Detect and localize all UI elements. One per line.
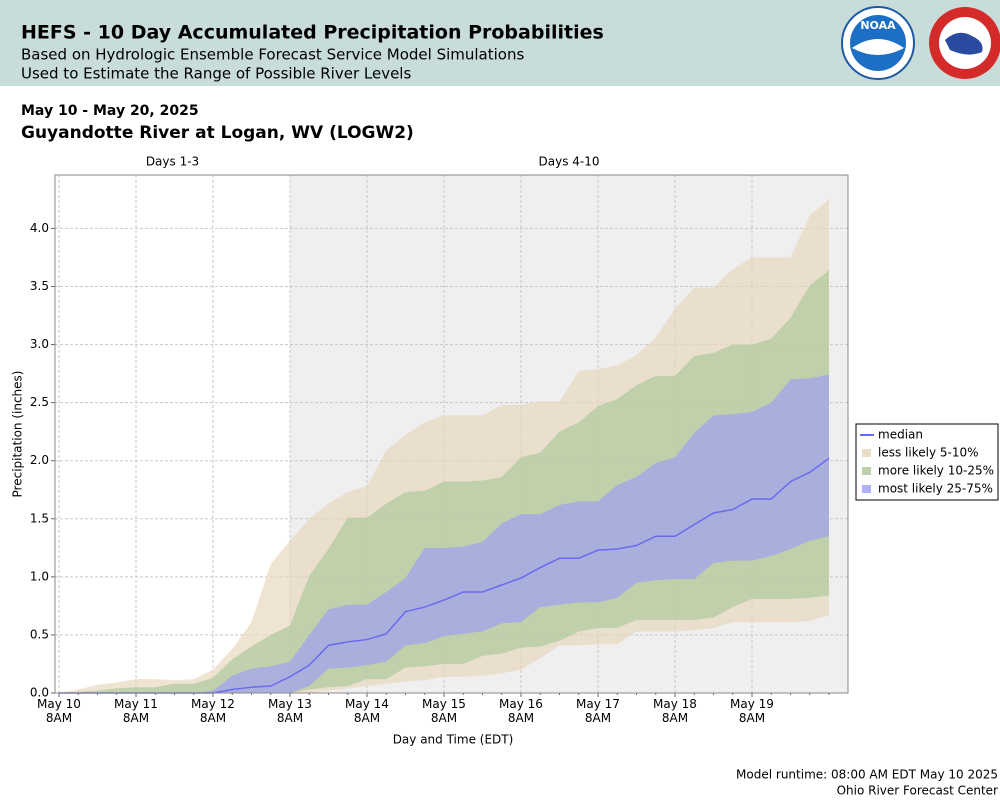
y-tick-label: 2.5: [30, 395, 49, 409]
legend-swatch: [862, 449, 871, 457]
footer-text: Model runtime: 08:00 AM EDT May 10 2025: [736, 768, 998, 782]
legend-label: less likely 5-10%: [878, 446, 979, 460]
noaa-logo: NOAA: [841, 6, 915, 80]
y-tick-label: 4.0: [30, 221, 49, 235]
logo-text: NOAA: [860, 19, 896, 32]
header-bg: [0, 0, 1000, 86]
legend-label: more likely 10-25%: [878, 464, 994, 478]
legend-swatch: [862, 467, 871, 475]
x-tick-label: May 19 8AM: [730, 697, 774, 725]
chart-subtitle: Guyandotte River at Logan, WV (LOGW2): [21, 123, 414, 143]
band: [59, 270, 829, 693]
legend-box: [855, 423, 999, 501]
y-tick-label: 3.0: [30, 337, 49, 351]
x-tick-label: May 15 8AM: [422, 697, 466, 725]
y-tick-label: 2.0: [30, 453, 49, 467]
x-axis-label: Day and Time (EDT): [393, 733, 514, 747]
x-tick-label: May 10 8AM: [37, 697, 81, 725]
nws-logo: [929, 7, 1000, 79]
page-subtitle: Used to Estimate the Range of Possible R…: [21, 65, 411, 83]
x-tick-label: May 11 8AM: [114, 697, 158, 725]
chart-title: May 10 - May 20, 2025: [21, 103, 199, 119]
x-tick-label: May 18 8AM: [653, 697, 697, 725]
page-subtitle: Based on Hydrologic Ensemble Forecast Se…: [21, 46, 524, 64]
legend-label: most likely 25-75%: [878, 482, 993, 496]
y-tick-label: 1.0: [30, 569, 49, 583]
y-tick-label: 0.5: [30, 627, 49, 641]
band: [59, 374, 829, 693]
page-title: HEFS - 10 Day Accumulated Precipitation …: [21, 22, 604, 44]
x-tick-label: May 14 8AM: [345, 697, 389, 725]
legend-label: median: [878, 428, 923, 442]
legend-swatch: [862, 485, 871, 493]
plot-border: [54, 174, 849, 694]
period-label: Days 4-10: [539, 155, 600, 169]
x-tick-label: May 12 8AM: [191, 697, 235, 725]
y-tick-label: 0.0: [30, 686, 49, 700]
x-tick-label: May 16 8AM: [499, 697, 543, 725]
footer-text: Ohio River Forecast Center: [837, 784, 998, 798]
x-tick-label: May 17 8AM: [576, 697, 620, 725]
period-label: Days 1-3: [146, 155, 199, 169]
y-tick-label: 1.5: [30, 511, 49, 525]
y-tick-label: 3.5: [30, 279, 49, 293]
y-axis-label: Precipitation (inches): [11, 371, 25, 498]
x-tick-label: May 13 8AM: [268, 697, 312, 725]
